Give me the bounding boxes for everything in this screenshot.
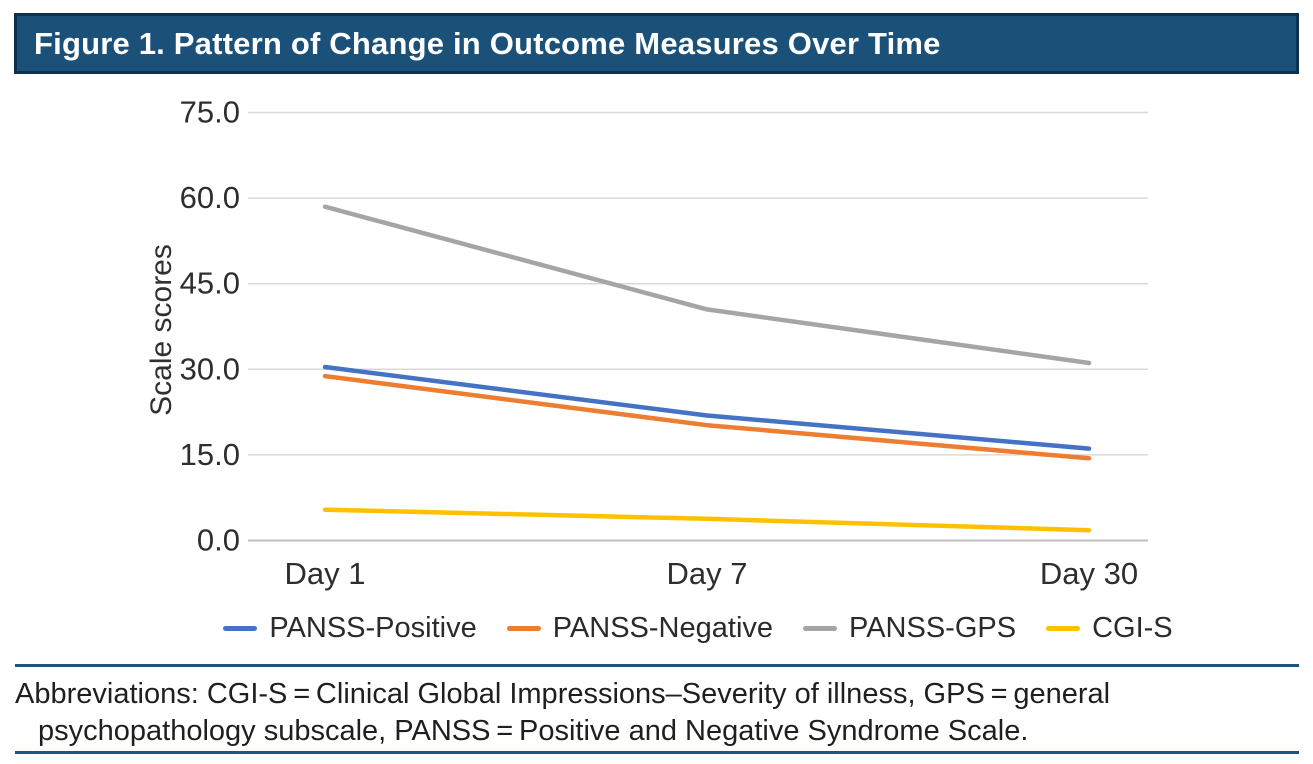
legend-item-panss-negative: PANSS-Negative (506, 612, 774, 645)
x-axis-tick-labels: Day 1 Day 7 Day 30 (285, 556, 1139, 591)
y-tick-label: 45.0 (180, 266, 240, 301)
legend-label: PANSS-GPS (849, 612, 1017, 644)
footer-top-rule (15, 664, 1299, 667)
legend-item-cgi-s: CGI-S (1046, 612, 1173, 645)
legend-swatch (803, 626, 838, 631)
gridlines (248, 111, 1148, 542)
y-tick-label: 30.0 (180, 351, 240, 386)
footer-bottom-rule (15, 751, 1299, 754)
series-line-panss-negative (322, 373, 1092, 461)
x-tick-label: Day 1 (285, 556, 366, 591)
legend-swatch (1046, 626, 1081, 631)
series-line-panss-gps (322, 204, 1092, 366)
y-tick-label: 15.0 (180, 437, 240, 472)
figure-title: Figure 1. Pattern of Change in Outcome M… (34, 25, 941, 61)
legend-item-panss-positive: PANSS-Positive (223, 612, 477, 645)
series-lines (322, 204, 1092, 533)
chart-legend: PANSS-Positive PANSS-Negative PANSS-GPS CGI… (200, 612, 1196, 645)
abbreviations-line-1: Abbreviations: CGI-S = Clinical Global I… (15, 678, 1111, 710)
legend-label: CGI-S (1092, 612, 1173, 644)
figure-title-bar: Figure 1. Pattern of Change in Outcome M… (14, 13, 1299, 74)
y-tick-label: 75.0 (180, 95, 240, 130)
x-tick-label: Day 7 (667, 556, 748, 591)
legend-swatch (506, 626, 541, 631)
series-line-cgi-s (322, 507, 1092, 533)
series-line-panss-positive (322, 364, 1092, 451)
legend-swatch (223, 626, 258, 631)
line-chart: 0.0 15.0 30.0 45.0 60.0 75.0 Day 1 Day 7 Day 30 (180, 95, 1148, 591)
x-tick-label: Day 30 (1040, 556, 1138, 591)
y-tick-label: 0.0 (197, 523, 240, 558)
legend-label: PANSS-Positive (269, 612, 477, 644)
y-axis-title: Scale scores (145, 244, 178, 416)
legend-item-panss-gps: PANSS-GPS (803, 612, 1016, 645)
abbreviations-line-2: psychopathology subscale, PANSS = Positi… (38, 715, 1029, 747)
y-tick-label: 60.0 (180, 180, 240, 215)
y-axis-tick-labels: 0.0 15.0 30.0 45.0 60.0 75.0 (180, 95, 240, 558)
abbreviations-note: Abbreviations: CGI-S = Clinical Global I… (15, 676, 1299, 750)
legend-label: PANSS-Negative (552, 612, 774, 644)
